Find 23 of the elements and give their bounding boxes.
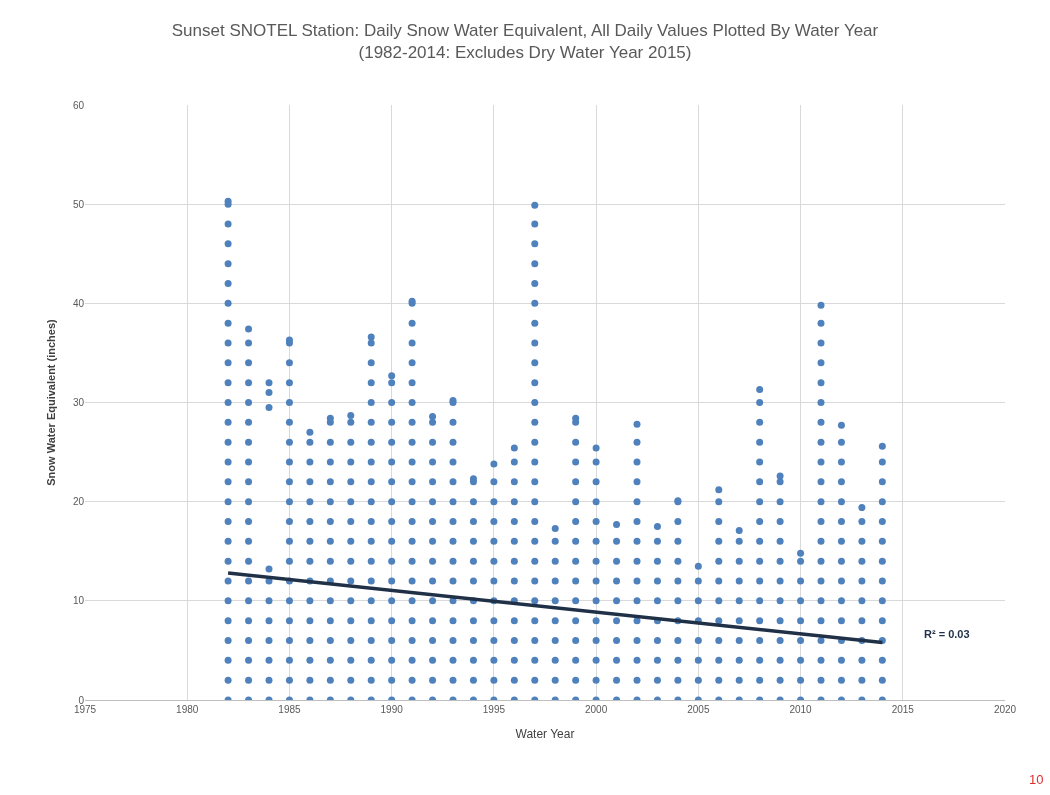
y-tick-label: 50	[72, 198, 85, 210]
y-tick-label: 20	[72, 496, 85, 508]
y-tick-label: 0	[78, 694, 85, 706]
y-axis-title: Snow Water Equivalent (inches)	[44, 318, 57, 486]
x-tick-label: 1995	[482, 704, 506, 715]
text: 10	[1029, 772, 1044, 787]
x-tick-label: 2015	[891, 704, 915, 715]
x-tick-label: 2010	[789, 704, 813, 715]
x-tick-label: 2020	[993, 704, 1017, 715]
y-tick-label: 40	[72, 297, 85, 309]
x-tick-label: 1985	[278, 704, 301, 715]
x-axis-title: Water Year	[515, 726, 575, 741]
x-tick-label: 1980	[176, 704, 199, 715]
x-tick-label: 1990	[380, 704, 404, 715]
y-tick-label: 60	[72, 99, 85, 111]
y-tick-label: 10	[72, 595, 85, 607]
annotation: R² = 0.03	[924, 628, 970, 640]
x-tick-label: 1975	[73, 704, 97, 715]
x-tick-label: 2000	[584, 704, 608, 715]
chart-title: Sunset SNOTEL Station: Daily Snow Water Equivalent, All Daily Values Plotted By Water Year	[171, 20, 879, 40]
x-tick-label: 2005	[687, 704, 710, 715]
chart-subtitle: (1982-2014: Excludes Dry Water Year 2015)	[358, 42, 692, 62]
y-tick-label: 30	[72, 397, 85, 408]
